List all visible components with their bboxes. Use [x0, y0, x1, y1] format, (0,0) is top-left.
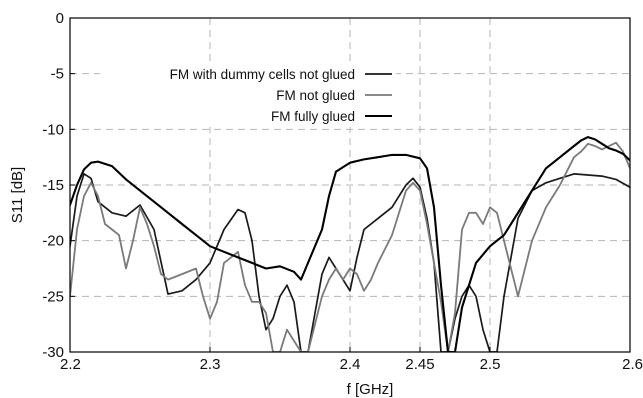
y-tick-label: -10: [42, 121, 64, 138]
x-axis-label: f [GHz]: [347, 381, 394, 398]
series-layer: [70, 136, 630, 352]
x-tick-label: 2.3: [200, 356, 221, 373]
y-tick-label: -30: [42, 344, 64, 361]
series-line-3: [70, 136, 630, 352]
x-tick-label: 2.6: [622, 356, 643, 373]
y-tick-label: -25: [42, 288, 64, 305]
y-tick-label: -15: [42, 177, 64, 194]
y-tick-label: -20: [42, 233, 64, 250]
x-axis-ticks: 2.2 2.3 2.4 2.45 2.5 2.6: [60, 347, 643, 373]
legend: FM with dummy cells not glued FM not glue…: [100, 61, 396, 127]
x-tick-label: 2.5: [480, 356, 501, 373]
y-tick-label: 0: [56, 10, 64, 27]
series-line-2: [70, 141, 630, 352]
x-tick-label: 2.45: [405, 356, 434, 373]
y-axis-label: S11 [dB]: [9, 167, 26, 223]
y-tick-label: -5: [51, 66, 64, 83]
legend-background: [100, 61, 396, 127]
y-axis-ticks: 0 -5 -10 -15 -20 -25 -30: [42, 10, 75, 361]
x-tick-label: 2.4: [340, 356, 361, 373]
legend-label: FM with dummy cells not glued: [170, 67, 355, 82]
legend-label: FM not glued: [276, 88, 355, 103]
legend-label: FM fully glued: [271, 109, 355, 124]
x-tick-label: 2.2: [60, 356, 81, 373]
